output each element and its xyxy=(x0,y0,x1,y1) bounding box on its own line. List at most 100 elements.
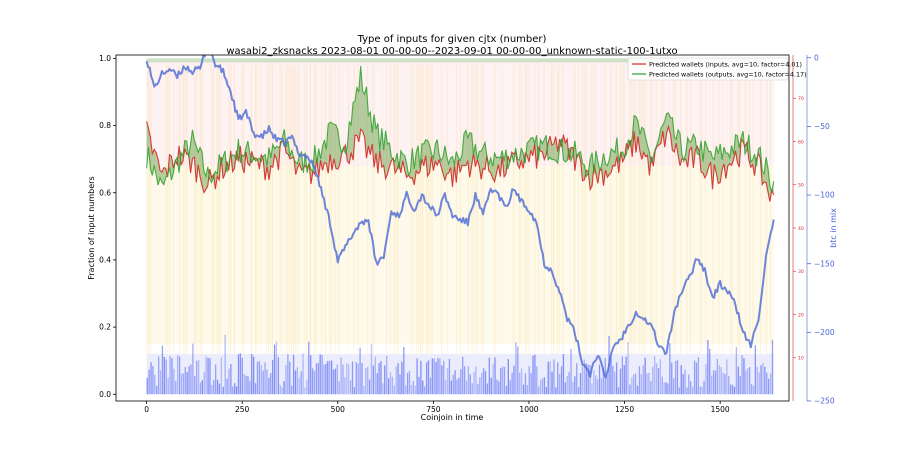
blue-spike xyxy=(538,386,540,395)
blue-spike xyxy=(178,356,181,395)
blue-spike xyxy=(422,380,424,395)
blue-spike xyxy=(663,382,665,395)
bg-stripe xyxy=(585,65,587,354)
blue-spike xyxy=(304,387,306,395)
blue-spike xyxy=(294,370,297,395)
blue-spike xyxy=(266,369,268,395)
blue-spike xyxy=(253,356,255,395)
bg-stripe xyxy=(718,65,720,354)
bg-stripe xyxy=(161,65,163,354)
bg-stripe xyxy=(596,65,598,354)
blue-spike xyxy=(532,355,534,395)
y-right-blue-tick-label: −150 xyxy=(814,259,835,268)
blue-spike xyxy=(726,359,728,395)
bg-stripe xyxy=(623,65,625,354)
blue-spike xyxy=(500,368,502,395)
bg-stripe xyxy=(538,65,539,354)
blue-spike xyxy=(471,383,473,395)
bg-stripe xyxy=(275,65,277,354)
bg-stripe xyxy=(363,65,365,354)
bg-stripe xyxy=(391,65,393,354)
blue-spike xyxy=(425,362,428,395)
blue-spike xyxy=(560,366,563,395)
bg-stripe xyxy=(393,65,395,354)
blue-spike xyxy=(397,363,399,395)
bg-stripe xyxy=(378,65,380,354)
bg-stripe xyxy=(490,65,492,354)
bg-stripe xyxy=(674,65,676,354)
bg-stripe xyxy=(159,65,161,354)
legend-label-inputs: Predicted wallets (inputs, avg=10, facto… xyxy=(649,61,802,69)
blue-spike xyxy=(528,366,530,395)
blue-spike xyxy=(488,357,490,395)
blue-spike xyxy=(634,373,637,395)
bg-stripe xyxy=(640,65,642,354)
blue-spike xyxy=(340,357,342,395)
bg-stripe xyxy=(684,65,686,354)
bg-stripe xyxy=(678,65,680,354)
bg-stripe xyxy=(313,65,315,354)
bg-stripe xyxy=(517,65,519,354)
blue-spike xyxy=(220,356,223,395)
y-axis-left: 0.0 0.2 0.4 0.6 0.8 1.0 xyxy=(99,54,116,399)
bg-stripe xyxy=(760,65,762,354)
blue-spike xyxy=(513,365,515,395)
blue-spike xyxy=(633,374,635,395)
blue-spike xyxy=(412,380,414,395)
blue-spike xyxy=(568,371,570,395)
bg-stripe xyxy=(273,65,275,354)
bg-stripe xyxy=(750,65,752,354)
bg-stripe xyxy=(410,65,412,354)
blue-spike xyxy=(235,386,238,395)
blue-spike xyxy=(526,385,528,395)
bg-stripe xyxy=(642,65,644,354)
blue-spike xyxy=(655,363,658,395)
blue-spike xyxy=(190,364,192,395)
blue-spike xyxy=(161,345,164,395)
bg-stripe xyxy=(610,65,612,354)
blue-spike xyxy=(705,364,707,395)
bg-stripe xyxy=(300,65,302,354)
blue-spike xyxy=(646,373,648,395)
blue-spike xyxy=(768,378,770,395)
bg-stripe xyxy=(253,65,254,354)
bg-stripe xyxy=(235,65,237,354)
blue-spike xyxy=(745,370,747,395)
blue-spike xyxy=(275,341,278,395)
bg-stripe xyxy=(180,65,182,354)
blue-spike xyxy=(211,385,213,395)
bg-stripe xyxy=(595,65,596,354)
series-line-outputs xyxy=(146,65,775,194)
blue-spike xyxy=(589,364,591,395)
blue-spike xyxy=(247,376,249,395)
bg-stripe xyxy=(695,65,697,354)
blue-spike xyxy=(680,365,682,395)
bg-stripe xyxy=(543,65,545,354)
bg-stripe xyxy=(359,65,361,354)
blue-spike xyxy=(520,368,523,395)
bg-stripe xyxy=(557,65,558,354)
bg-stripe xyxy=(486,65,488,354)
blue-spike xyxy=(300,371,302,395)
blue-spike xyxy=(676,360,679,395)
bg-stripe xyxy=(558,65,560,354)
blue-spike xyxy=(342,364,344,395)
blue-spike xyxy=(735,347,738,395)
bg-stripe xyxy=(541,65,543,354)
bg-stripe xyxy=(528,65,530,354)
blue-spike xyxy=(296,367,299,395)
bg-stripe xyxy=(600,65,602,354)
blue-spike xyxy=(154,374,156,395)
bg-stripe xyxy=(148,65,150,354)
blue-spike xyxy=(201,380,204,395)
blue-spike xyxy=(691,386,694,395)
bg-stripe xyxy=(676,65,678,354)
blue-spike xyxy=(285,364,287,395)
x-tick-label: 1250 xyxy=(615,405,634,414)
blue-spike xyxy=(562,354,565,395)
blue-spike xyxy=(509,380,511,395)
bg-stripe xyxy=(298,65,300,354)
bg-stripe xyxy=(420,65,422,354)
bg-stripe xyxy=(226,65,228,354)
blue-spike xyxy=(173,368,175,395)
